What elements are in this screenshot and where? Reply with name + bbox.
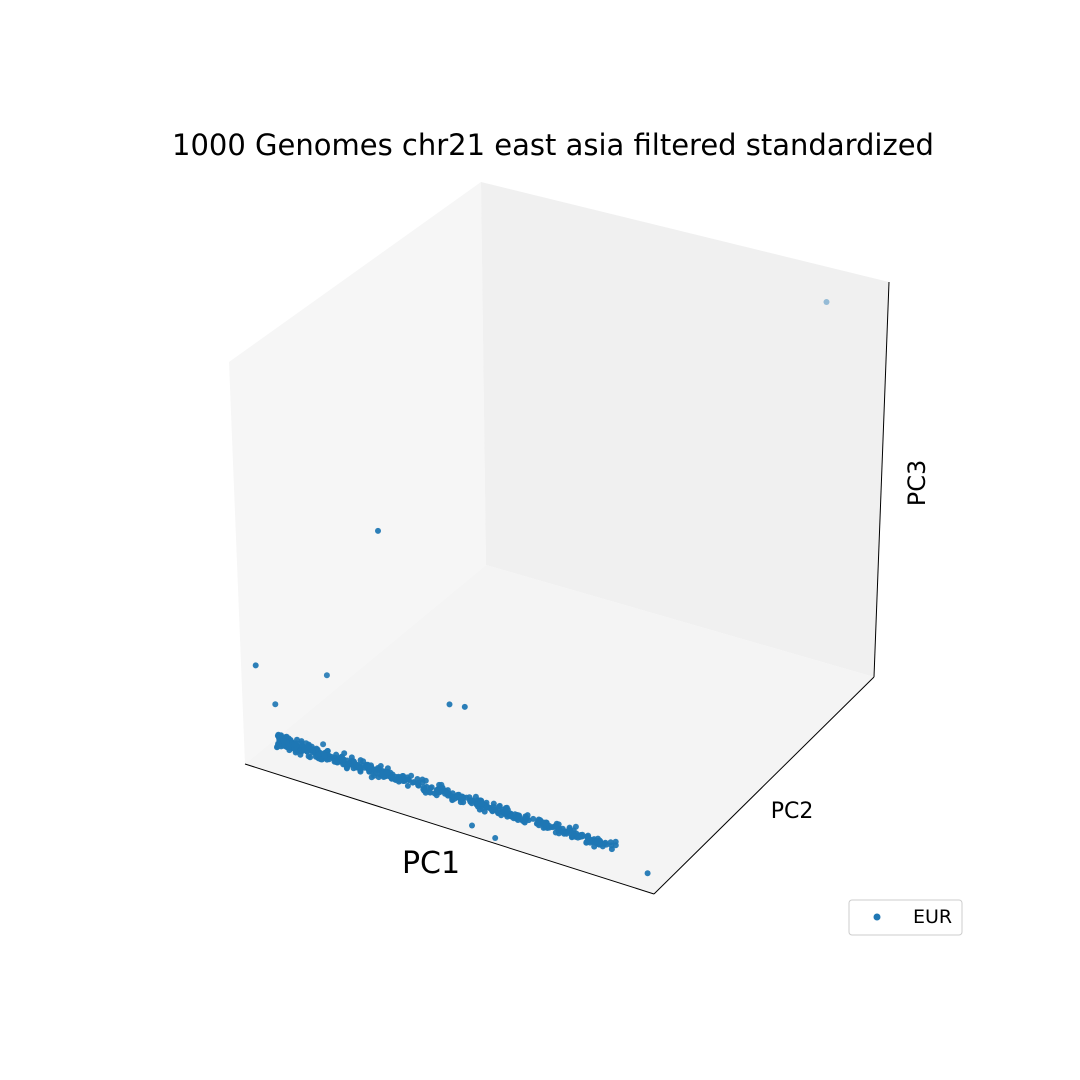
scatter-point <box>384 769 391 776</box>
scatter-point <box>445 792 451 799</box>
scatter-point <box>478 800 485 807</box>
scatter-point <box>521 819 528 826</box>
scatter-point <box>275 741 282 748</box>
chart-title: 1000 Genomes chr21 east asia filtered st… <box>172 128 934 162</box>
legend-label-eur: EUR <box>913 906 952 928</box>
scatter-point <box>530 815 537 822</box>
scatter-point <box>603 841 610 848</box>
scatter-point <box>272 701 279 708</box>
scatter-point <box>552 823 559 829</box>
scatter-point <box>446 701 453 708</box>
scatter-point <box>597 841 603 848</box>
back-pane <box>481 182 889 677</box>
pc2-axis-line <box>653 676 875 895</box>
scatter-point <box>449 790 456 797</box>
pc3-axis-line <box>873 281 890 678</box>
scatter-point <box>492 835 499 841</box>
legend-marker-eur <box>873 913 881 921</box>
scatter-point <box>515 817 521 823</box>
scatter-point <box>340 756 347 763</box>
scatter-point <box>583 839 590 846</box>
scatter-point <box>585 834 592 841</box>
scatter-point <box>301 746 308 753</box>
scatter-point <box>280 738 287 745</box>
scatter-point <box>512 811 518 818</box>
x-axis-label: PC1 <box>402 846 460 881</box>
scatter-point <box>297 751 304 758</box>
scatter-point <box>495 810 502 817</box>
scatter-point <box>427 789 434 796</box>
scatter-point <box>326 756 333 763</box>
legend-frame <box>848 899 963 936</box>
scatter-point <box>321 752 328 759</box>
scatter-point <box>392 776 399 783</box>
scatter-point <box>454 793 460 800</box>
scatter-point <box>608 842 615 849</box>
pc1-axis-line <box>244 763 655 895</box>
scatter-point <box>419 776 426 783</box>
scatter-point <box>823 299 830 305</box>
scatter-point <box>356 764 362 771</box>
scatter-point <box>290 741 297 748</box>
scatter-point <box>323 672 330 679</box>
scatter-point <box>546 822 553 829</box>
scatter-point <box>415 779 422 786</box>
scatter-point <box>351 759 358 766</box>
scatter-point <box>343 764 350 771</box>
scatter-point <box>568 832 575 839</box>
scatter-point <box>315 751 322 758</box>
scatter-point <box>461 703 468 710</box>
scatter-point <box>552 829 559 836</box>
scatter-point <box>397 777 403 784</box>
scatter-point <box>612 838 619 845</box>
scatter-point <box>566 826 573 833</box>
scatter-point <box>559 825 566 832</box>
scatter-point <box>380 774 387 780</box>
scatter-point <box>433 789 440 796</box>
scatter-point <box>317 756 324 763</box>
scatter-point <box>375 527 381 534</box>
legend: EUR <box>848 899 963 936</box>
scatter-point <box>320 741 327 748</box>
scatter-point <box>504 808 511 815</box>
scatter-point <box>421 784 428 791</box>
scatter-point <box>524 812 531 819</box>
scatter-point <box>474 801 481 808</box>
scatter-point <box>644 870 651 877</box>
floor-pane <box>245 565 874 894</box>
scatter-point <box>371 766 378 773</box>
scatter-point <box>333 759 340 766</box>
scatter-point <box>483 804 490 811</box>
scatter-point <box>371 772 378 779</box>
scatter-point <box>535 822 542 829</box>
scatter-point <box>490 803 497 810</box>
left-pane <box>229 182 486 764</box>
scatter-point <box>361 764 368 771</box>
axes-panes <box>229 182 890 895</box>
scatter-point <box>404 782 411 789</box>
scatter-point <box>405 776 412 783</box>
z-axis-label: PC3 <box>903 460 931 507</box>
scatter-point <box>252 662 259 669</box>
scatter-point <box>574 834 581 841</box>
scatter-point <box>563 830 570 837</box>
scatter-point <box>307 754 314 761</box>
scatter-point <box>496 803 503 810</box>
y-axis-label: PC2 <box>771 799 814 824</box>
scatter-points <box>252 299 830 877</box>
scatter-point <box>469 797 476 804</box>
scatter-point <box>469 822 475 829</box>
